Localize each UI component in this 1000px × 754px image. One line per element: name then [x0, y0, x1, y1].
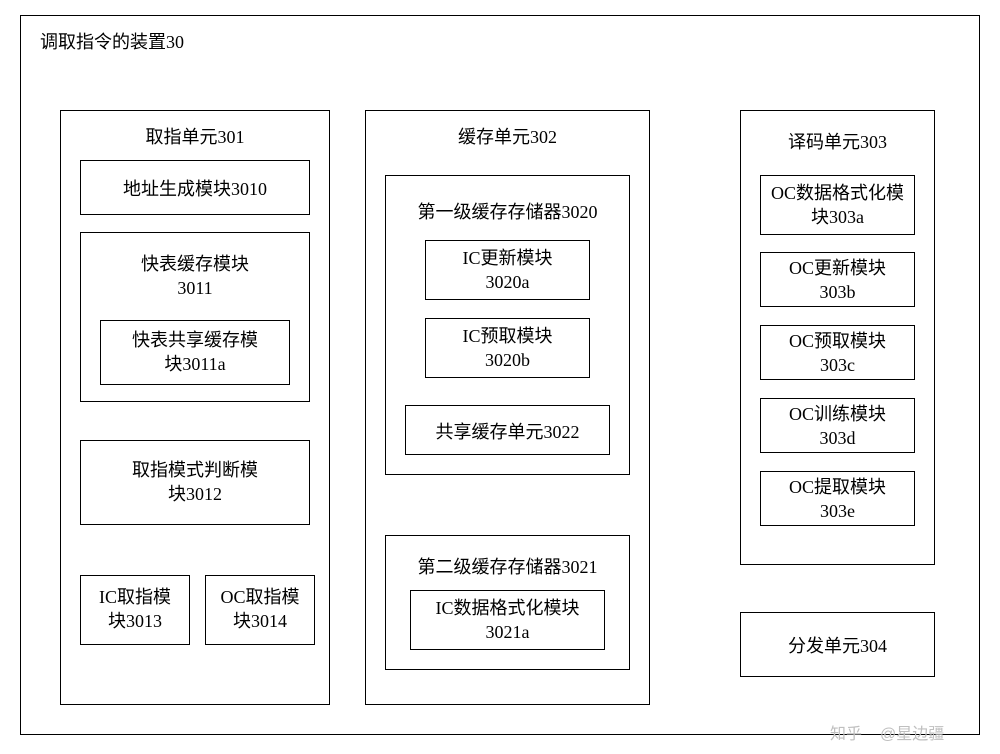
- module-3011-label: 快表缓存模块 3011: [80, 252, 310, 301]
- module-303e-label: OC提取模块 303e: [760, 475, 915, 524]
- module-303b-label: OC更新模块 303b: [760, 256, 915, 305]
- outer-title: 调取指令的装置30: [40, 30, 184, 54]
- diagram-canvas: 调取指令的装置30 取指单元301 地址生成模块3010 快表缓存模块 3011…: [0, 0, 1000, 754]
- module-3020-label: 第一级缓存存储器3020: [385, 200, 630, 224]
- module-3013-label: IC取指模 块3013: [80, 585, 190, 634]
- module-3021-label: 第二级缓存存储器3021: [385, 555, 630, 579]
- module-3022-label: 共享缓存单元3022: [405, 420, 610, 444]
- module-3014-label: OC取指模 块3014: [205, 585, 315, 634]
- module-3020a-label: IC更新模块 3020a: [425, 246, 590, 295]
- module-3012-label: 取指模式判断模 块3012: [80, 458, 310, 507]
- unit-304-label: 分发单元304: [740, 634, 935, 658]
- module-303d-label: OC训练模块 303d: [760, 402, 915, 451]
- module-3010-label: 地址生成模块3010: [80, 177, 310, 201]
- module-303c-label: OC预取模块 303c: [760, 329, 915, 378]
- module-303a-label: OC数据格式化模 块303a: [760, 181, 915, 230]
- unit-301-title: 取指单元301: [60, 125, 330, 149]
- module-3011a-label: 快表共享缓存模 块3011a: [100, 328, 290, 377]
- module-3021a-label: IC数据格式化模块 3021a: [410, 596, 605, 645]
- unit-303-title: 译码单元303: [740, 130, 935, 154]
- unit-302-title: 缓存单元302: [365, 125, 650, 149]
- module-3020b-label: IC预取模块 3020b: [425, 324, 590, 373]
